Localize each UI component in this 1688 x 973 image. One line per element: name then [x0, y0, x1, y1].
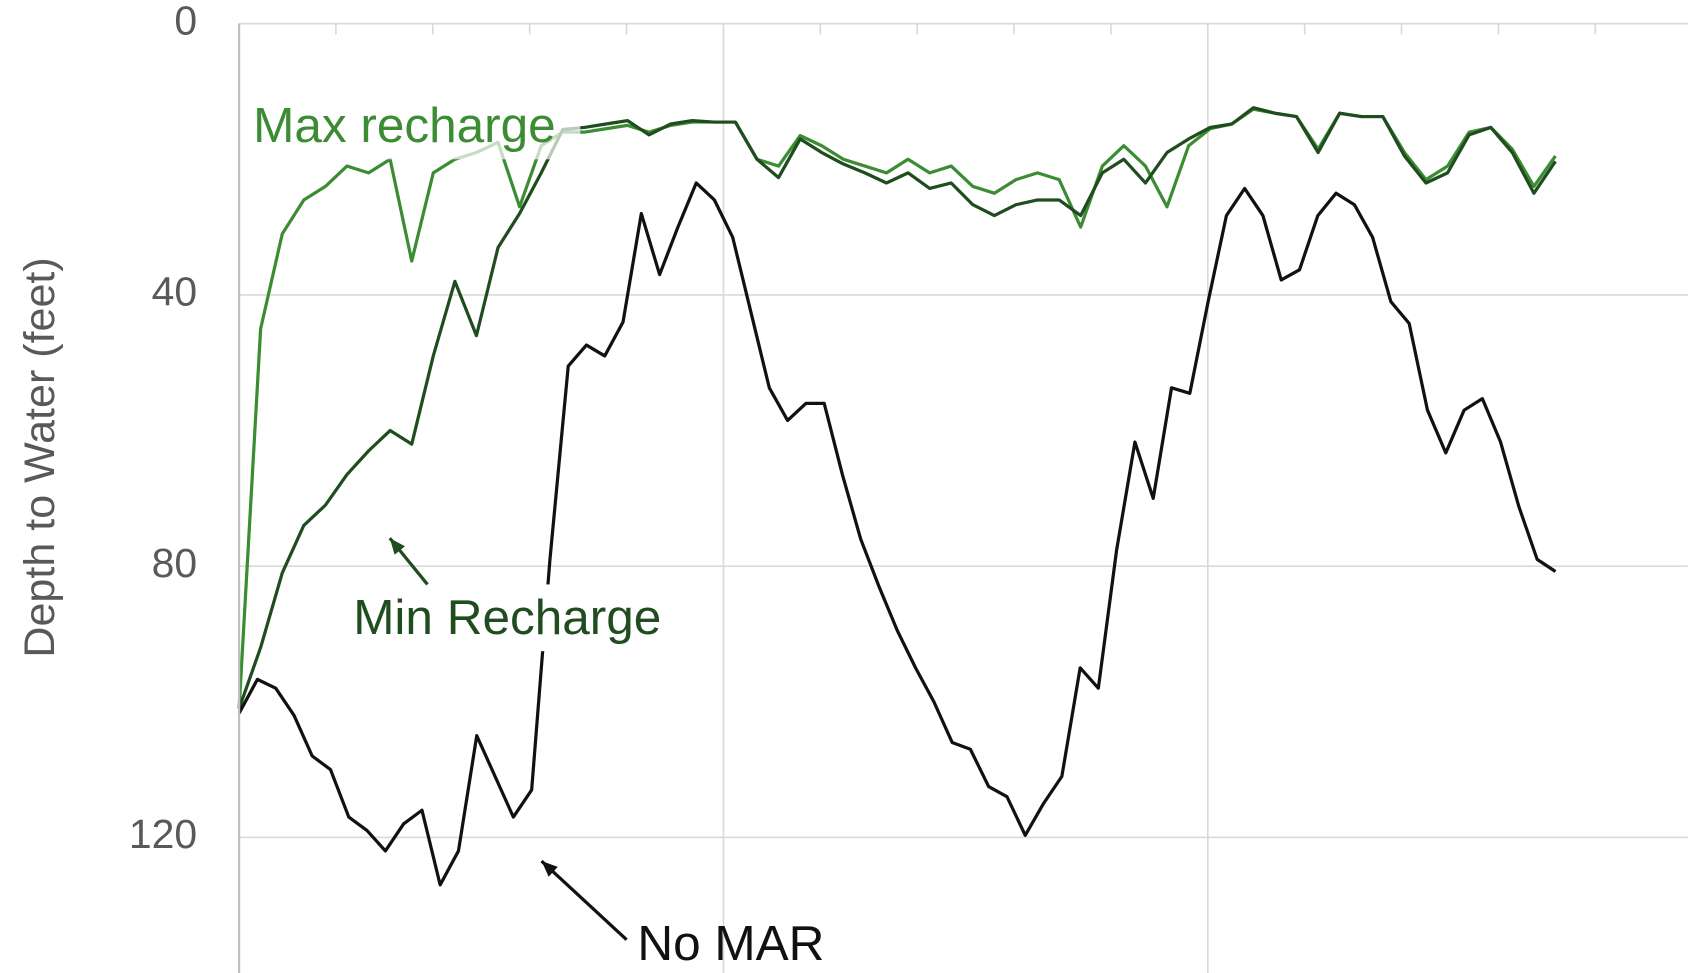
series-line: [237, 181, 1557, 887]
lines: [237, 106, 1557, 887]
labels: No MAR Min Recharge Max recharge: [246, 92, 824, 971]
y-tick-label: 40: [152, 269, 197, 315]
series-line: [237, 106, 1557, 710]
arrow-shaft: [540, 859, 628, 941]
arrow-head: [541, 861, 558, 877]
series-label: Max recharge: [253, 98, 556, 153]
y-tick-label: 80: [152, 540, 197, 586]
series-label: Min Recharge: [353, 590, 661, 645]
y-tick-label: 120: [129, 811, 197, 857]
label-backdrop: [346, 584, 719, 652]
grid: 0 40 80 120: [129, 0, 1688, 857]
label-backdrop: [246, 92, 581, 160]
series-label: No MAR: [637, 916, 824, 971]
arrow-head: [389, 538, 406, 555]
y-axis-label: Depth to Water (feet): [16, 257, 64, 657]
vertical-grid: [335, 23, 1597, 973]
y-tick-label: 0: [174, 0, 197, 43]
